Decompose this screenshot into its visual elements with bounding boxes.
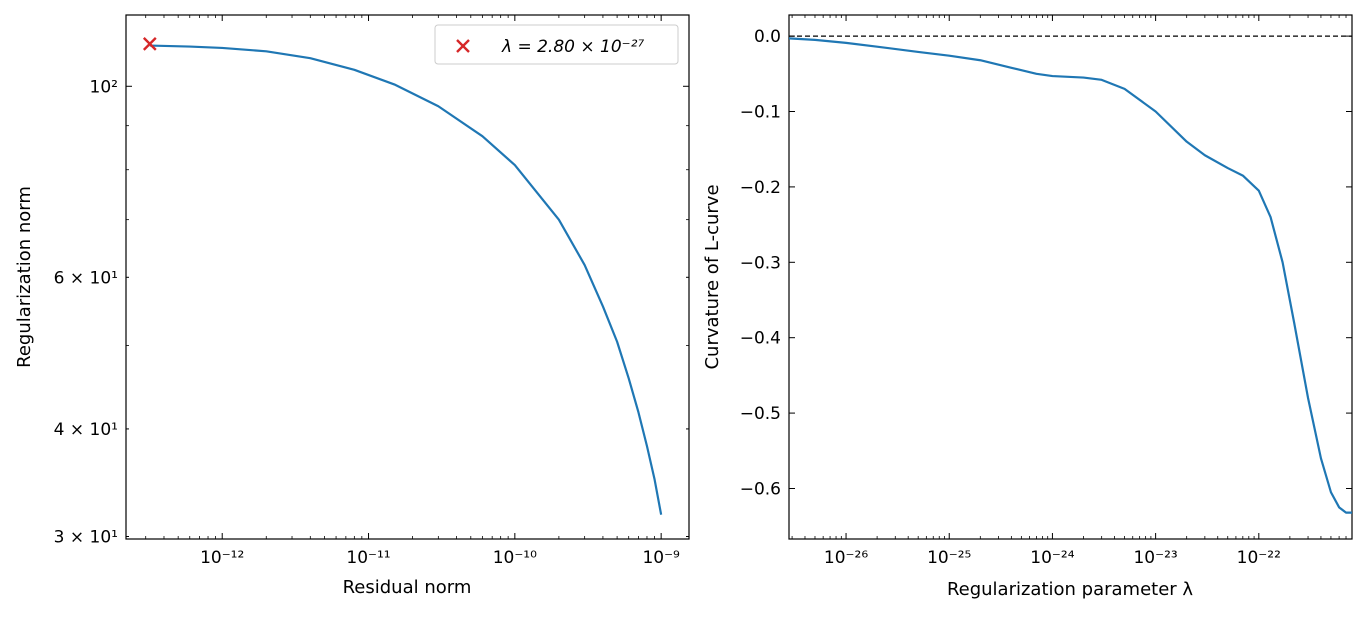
right-y-tick-label: −0.2 — [740, 178, 781, 198]
left-ticks: 10⁻¹² 10⁻¹¹ 10⁻¹⁰ 10⁻⁹ 10² 6 × 10¹ 4 × 10¹ 3 × … — [54, 15, 689, 568]
right-ticks: 10⁻²⁶ 10⁻²⁵ 10⁻²⁴ 10⁻²³ 10⁻²² 0.0 −0.1 −0.2 −0.3… — [740, 15, 1353, 568]
right-y-tick-label: −0.1 — [740, 103, 781, 123]
left-plot-area — [125, 14, 690, 540]
right-y-tick-label: −0.5 — [740, 404, 781, 424]
legend-marker — [456, 39, 470, 53]
left-x-axis-label: Residual norm — [343, 577, 472, 598]
right-x-tick-label: 10⁻²³ — [1133, 548, 1177, 568]
right-y-tick-label: −0.6 — [740, 479, 781, 499]
left-series-line — [149, 44, 663, 515]
left-x-tick-label: 10⁻¹⁰ — [493, 548, 537, 568]
right-x-tick-label: 10⁻²⁵ — [927, 548, 971, 568]
left-series — [149, 44, 663, 515]
right-y-tick-label: −0.3 — [740, 253, 781, 273]
left-chart: 10⁻¹² 10⁻¹¹ 10⁻¹⁰ 10⁻⁹ 10² 6 × 10¹ 4 × 10¹ 3 × … — [14, 14, 690, 598]
left-marker-layer — [142, 37, 157, 51]
right-series-line — [789, 37, 1352, 514]
right-y-axis-label: Curvature of L-curve — [702, 184, 723, 369]
left-x-tick-label: 10⁻¹² — [200, 548, 244, 568]
right-x-tick-label: 10⁻²² — [1237, 548, 1281, 568]
right-y-tick-label: 0.0 — [754, 27, 781, 47]
right-series — [789, 35, 1352, 514]
legend-label: λ = 2.80 × 10⁻²⁷ — [501, 37, 644, 57]
right-x-tick-label: 10⁻²⁴ — [1030, 548, 1074, 568]
left-y-axis-label: Regularization norm — [14, 186, 35, 368]
right-chart: 10⁻²⁶ 10⁻²⁵ 10⁻²⁴ 10⁻²³ 10⁻²² 0.0 −0.1 −0.2 −0.3… — [702, 14, 1353, 600]
left-y-tick-label: 10² — [90, 77, 118, 97]
right-y-tick-label: −0.4 — [740, 329, 781, 349]
selected-lambda-marker — [142, 37, 157, 51]
left-y-tick-label: 6 × 10¹ — [54, 268, 118, 288]
legend: λ = 2.80 × 10⁻²⁷ — [434, 24, 679, 65]
right-x-axis-label: Regularization parameter λ — [947, 579, 1193, 600]
legend-box — [434, 24, 679, 65]
left-x-tick-label: 10⁻¹¹ — [346, 548, 390, 568]
right-plot-area — [788, 14, 1353, 540]
right-x-tick-label: 10⁻²⁶ — [824, 548, 868, 568]
left-y-tick-label: 3 × 10¹ — [54, 527, 118, 547]
left-x-tick-label: 10⁻⁹ — [642, 548, 680, 568]
left-y-tick-label: 4 × 10¹ — [54, 420, 118, 440]
